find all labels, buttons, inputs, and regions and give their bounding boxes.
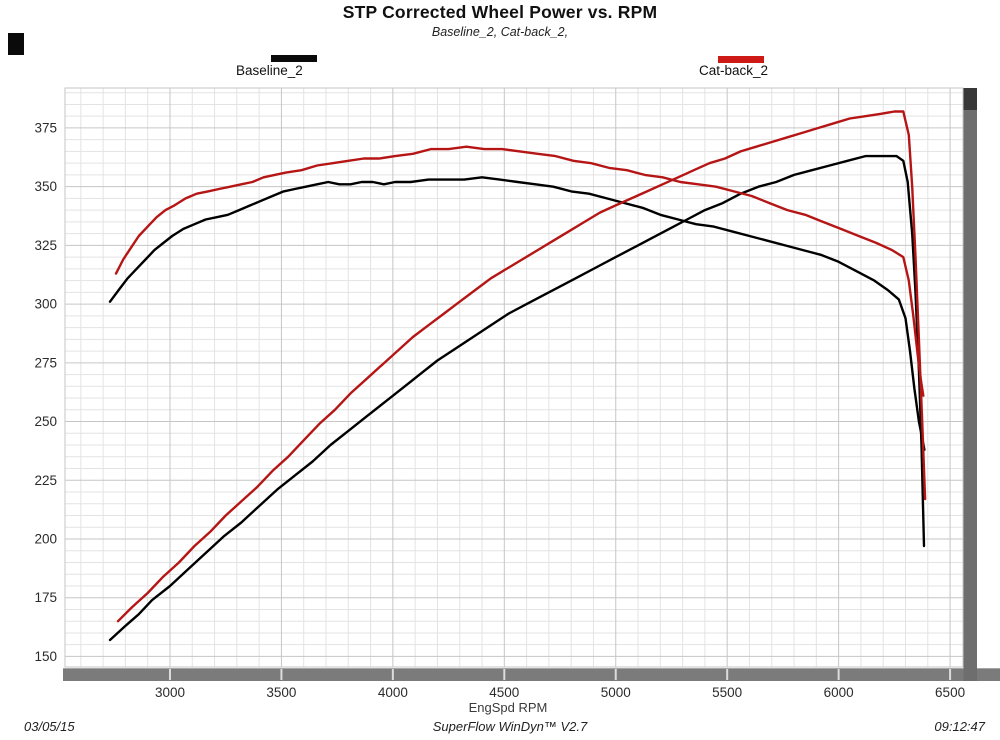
svg-text:3500: 3500 (266, 685, 296, 700)
footer-app-version: SuperFlow WinDyn™ V2.7 (432, 719, 588, 734)
baseline-color-swatch (271, 55, 317, 62)
grid-major (65, 88, 963, 667)
svg-text:5000: 5000 (601, 685, 631, 700)
series-cat-back-2-power--line (116, 110, 927, 623)
legend-baseline-label: Baseline_2 (236, 63, 303, 78)
svg-text:4000: 4000 (378, 685, 408, 700)
svg-text:325: 325 (34, 238, 57, 253)
svg-text:225: 225 (34, 473, 57, 488)
series-cat-back-2-torque--line (114, 145, 925, 397)
plot-border (64, 87, 964, 668)
svg-text:300: 300 (34, 297, 57, 312)
svg-text:4500: 4500 (489, 685, 519, 700)
svg-text:150: 150 (34, 649, 57, 664)
grid-minor (65, 88, 963, 667)
x-axis-bar (63, 668, 1000, 681)
svg-text:6000: 6000 (824, 685, 854, 700)
footer-time: 09:12:47 (934, 719, 985, 734)
page-title: STP Corrected Wheel Power vs. RPM (342, 2, 658, 22)
y-tick-labels: 150 175 200 225 250 275 300 325 350 375 (34, 120, 57, 663)
svg-text:200: 200 (34, 531, 57, 546)
vertical-scrollbar[interactable] (963, 88, 978, 681)
run-marker-box (8, 33, 24, 55)
x-axis-title: EngSpd RPM (468, 700, 548, 715)
legend-catback-label: Cat-back_2 (699, 63, 769, 78)
chart-subtitle: Baseline_2, Cat-back_2, (431, 25, 569, 39)
svg-text:6500: 6500 (935, 685, 965, 700)
series-baseline-2-torque--line (108, 176, 926, 451)
svg-text:250: 250 (34, 414, 57, 429)
series-baseline-2-power--line (108, 154, 926, 642)
svg-text:175: 175 (34, 590, 57, 605)
svg-text:375: 375 (34, 120, 57, 135)
svg-text:3000: 3000 (155, 685, 185, 700)
footer-date: 03/05/15 (24, 719, 75, 734)
svg-text:5500: 5500 (712, 685, 742, 700)
svg-text:350: 350 (34, 179, 57, 194)
svg-text:275: 275 (34, 355, 57, 370)
catback-color-swatch (718, 56, 764, 63)
x-tick-labels: 3000 3500 4000 4500 5000 5500 6000 6500 (155, 685, 965, 700)
